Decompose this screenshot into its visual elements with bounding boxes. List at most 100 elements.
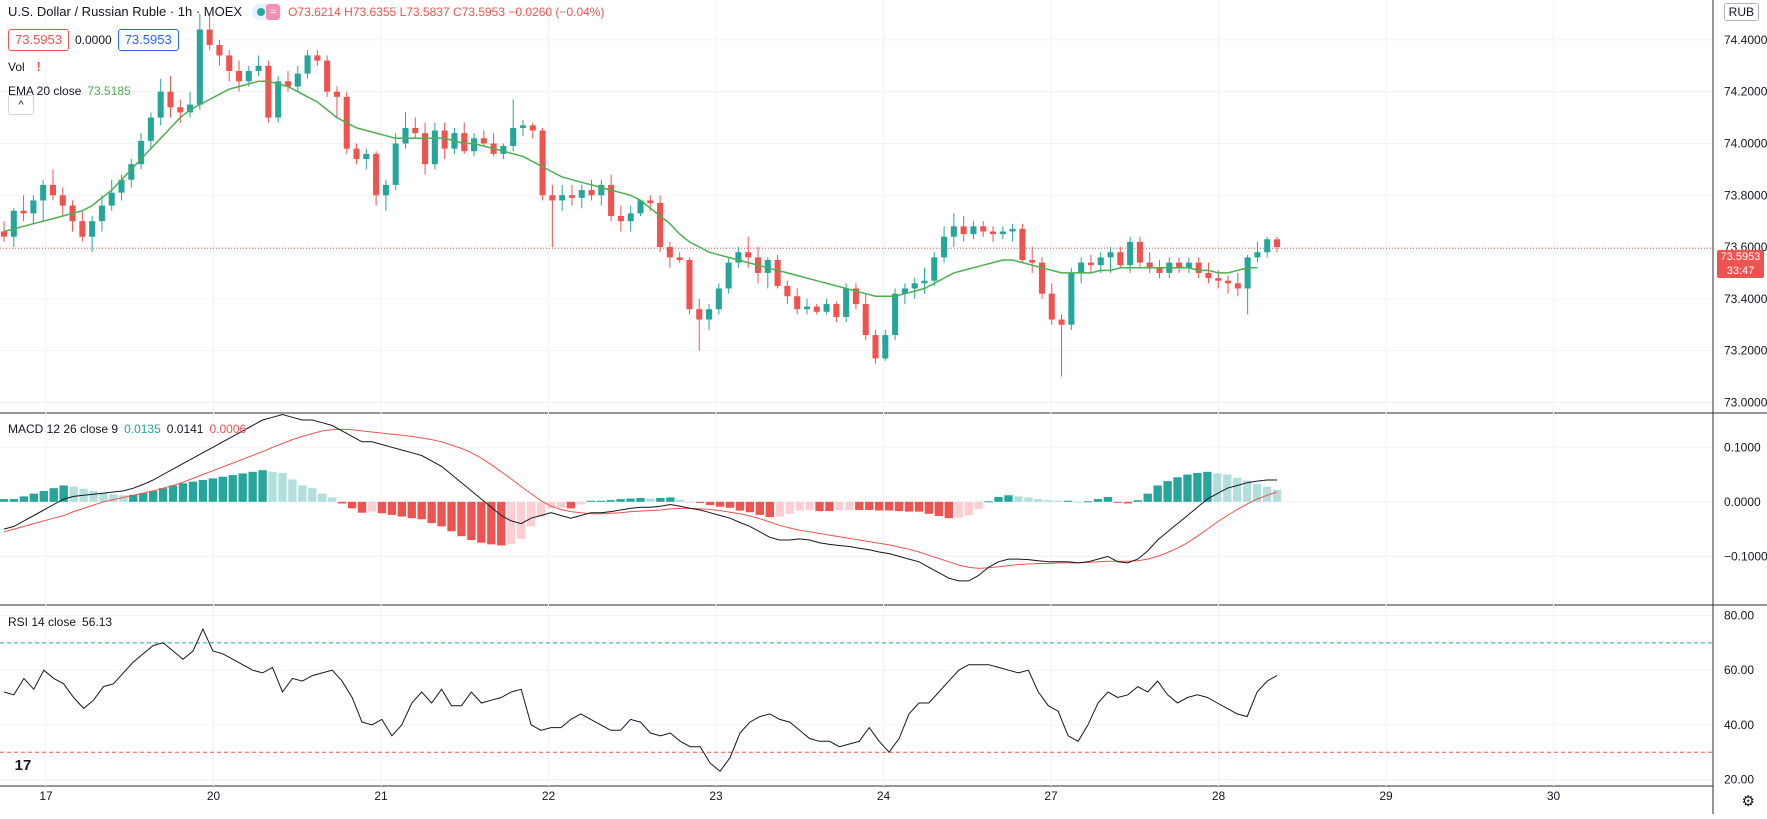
warning-icon[interactable]: ! [36, 59, 41, 74]
symbol-title[interactable]: U.S. Dollar / Russian Ruble · 1h · MOEX [8, 4, 243, 19]
candle-body [284, 81, 292, 87]
macd-label[interactable]: MACD 12 26 close 9 [8, 422, 119, 436]
candle-body [480, 138, 487, 144]
price-tick-label: 73.0000 [1724, 395, 1767, 409]
macd-histogram-bar [407, 501, 416, 519]
sell-button[interactable]: 73.5953 [8, 29, 69, 51]
macd-histogram-bar [825, 501, 834, 512]
macd-histogram-bar [457, 501, 466, 537]
macd-histogram-bar [904, 501, 914, 512]
macd-histogram-bar [735, 501, 745, 511]
candle-body [980, 226, 987, 232]
macd-histogram-bar [914, 501, 924, 512]
macd-histogram-bar [646, 498, 655, 502]
macd-histogram-bar [1153, 485, 1162, 502]
candle-body [470, 138, 478, 152]
candle-body [206, 29, 213, 46]
candle-body [422, 133, 429, 165]
signal-value: 0.0141 [166, 422, 204, 436]
time-tick-label: 28 [1212, 789, 1226, 803]
time-tick-label: 21 [374, 789, 388, 803]
macd-histogram-bar [835, 501, 844, 511]
macd-histogram-bar [984, 501, 993, 503]
spread-value: 0.0000 [75, 33, 112, 47]
candle-body [970, 226, 977, 235]
macd-histogram-bar [795, 501, 804, 511]
ema-legend: EMA 20 close 73.5185 [8, 83, 131, 99]
macd-histogram-bar [656, 498, 665, 502]
macd-histogram-bar [815, 501, 824, 512]
candle-body [960, 226, 967, 235]
candle-body [108, 192, 115, 206]
macd-histogram-bar [924, 501, 934, 514]
candle-body [353, 148, 360, 160]
candle-body [314, 55, 321, 61]
candle-body [941, 236, 948, 258]
macd-pane[interactable] [0, 413, 1282, 582]
macd-histogram-bar [69, 486, 78, 502]
candle-body [1117, 252, 1124, 266]
ema-label[interactable]: EMA 20 close [8, 84, 82, 98]
price-pane[interactable] [0, 14, 1712, 377]
rsi-value: 56.13 [82, 615, 113, 629]
macd-tick-label: −0.1000 [1724, 549, 1767, 563]
settings-gear-icon[interactable]: ⚙ [1741, 793, 1755, 810]
candle-body [98, 205, 105, 222]
rsi-tick-label: 60.00 [1724, 663, 1754, 677]
macd-histogram-bar [9, 499, 19, 502]
tradingview-logo[interactable]: 17 [8, 754, 38, 778]
candle-body [1029, 259, 1036, 263]
candle-body [931, 257, 938, 281]
candle-body [1107, 252, 1114, 258]
candle-body [1087, 262, 1094, 266]
candle-body [30, 200, 37, 214]
candle-body [402, 127, 409, 144]
rsi-tick-label: 20.00 [1724, 773, 1754, 787]
collapse-legend-button[interactable]: ^ [8, 95, 34, 115]
candle-body [1097, 257, 1104, 266]
macd-histogram-bar [875, 501, 884, 511]
candle-body [216, 45, 223, 56]
ohlc-values: O73.6214 H73.6355 L73.5837 C73.5953 −0.0… [288, 4, 604, 20]
macd-histogram-bar [188, 481, 198, 502]
macd-histogram-bar [258, 470, 267, 502]
macd-histogram-bar [1203, 471, 1212, 502]
open-value: 73.6214 [297, 5, 341, 19]
candle-body [627, 213, 634, 222]
macd-histogram-bar [566, 501, 576, 509]
macd-histogram-bar [1163, 481, 1172, 502]
circle-dot-icon[interactable]: ≈ [252, 4, 283, 20]
macd-histogram-bar [278, 472, 287, 502]
buy-button[interactable]: 73.5953 [117, 29, 179, 51]
price-tick-label: 73.2000 [1724, 344, 1767, 358]
macd-value: 0.0135 [124, 422, 161, 436]
macd-histogram-bar [954, 501, 963, 518]
rsi-tick-label: 40.00 [1724, 718, 1754, 732]
candle-body [1038, 262, 1046, 294]
ema-value: 73.5185 [87, 84, 131, 98]
open-label: O [288, 5, 298, 19]
rsi-pane[interactable] [0, 627, 1712, 773]
currency-button[interactable]: RUB [1723, 3, 1759, 21]
candle-body [676, 257, 683, 260]
candle-body [833, 304, 840, 317]
candle-body [363, 153, 370, 160]
last-price-tag: 73.5953 33:47 [1717, 250, 1764, 278]
candle-body [255, 65, 262, 71]
macd-histogram-bar [865, 501, 874, 510]
candle-body [901, 288, 908, 294]
macd-histogram-bar [168, 485, 178, 502]
rsi-label[interactable]: RSI 14 close [8, 615, 77, 629]
candle-body [373, 153, 380, 196]
candle-body [265, 65, 272, 118]
candle-body [617, 215, 624, 222]
rsi-line [3, 627, 1278, 773]
candle-body [1009, 228, 1016, 232]
candle-body [715, 288, 722, 310]
volume-label[interactable]: Vol [8, 60, 25, 74]
wave-icon[interactable]: ≈ [266, 4, 281, 20]
macd-histogram-bar [686, 501, 695, 503]
candle-body [1185, 262, 1192, 268]
